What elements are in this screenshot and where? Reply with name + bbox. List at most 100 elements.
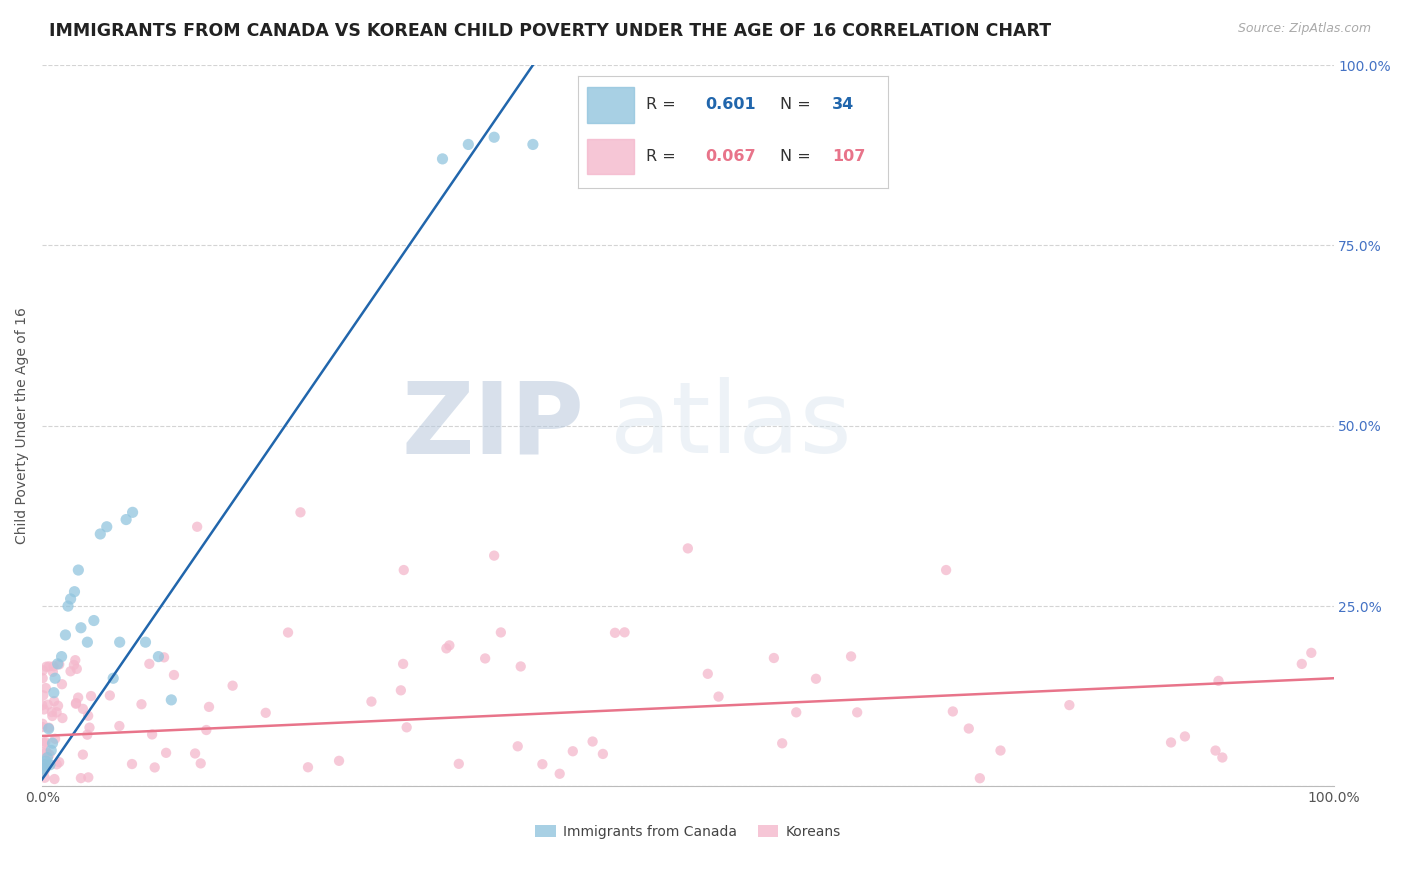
Point <box>34 764 56 778</box>
Point <box>72 747 94 762</box>
Text: ZIP: ZIP <box>402 377 585 475</box>
Point <box>31 764 53 779</box>
Point <box>297 760 319 774</box>
Point <box>56 599 79 613</box>
Point <box>31 745 53 759</box>
Point <box>89 527 111 541</box>
Point <box>34 735 56 749</box>
Point <box>35 754 58 768</box>
Point <box>1205 743 1227 757</box>
Point <box>48 755 70 769</box>
Point <box>98 689 121 703</box>
Point <box>70 621 93 635</box>
Point <box>34 757 56 772</box>
Point <box>770 736 793 750</box>
Point <box>35 756 58 771</box>
Legend: Immigrants from Canada, Koreans: Immigrants from Canada, Koreans <box>530 820 846 845</box>
Point <box>46 657 69 671</box>
Point <box>509 659 531 673</box>
Point <box>44 731 66 746</box>
Point <box>108 719 131 733</box>
Point <box>67 690 90 705</box>
Point <box>434 641 457 656</box>
Point <box>35 745 58 759</box>
Point <box>141 727 163 741</box>
Point <box>31 671 53 685</box>
Point <box>32 702 55 716</box>
Point <box>44 694 66 708</box>
Point <box>41 709 63 723</box>
Point <box>138 657 160 671</box>
Point <box>41 705 63 719</box>
Point <box>1301 646 1323 660</box>
Point <box>221 679 243 693</box>
Point <box>76 635 98 649</box>
Point <box>77 771 100 785</box>
Point <box>395 720 418 734</box>
Point <box>32 688 55 702</box>
Point <box>42 686 65 700</box>
Point <box>389 683 412 698</box>
Point <box>581 734 603 748</box>
Point <box>51 649 73 664</box>
Point <box>290 505 312 519</box>
Point <box>70 771 93 785</box>
Point <box>65 697 87 711</box>
Point <box>447 756 470 771</box>
Point <box>561 744 583 758</box>
Point <box>198 699 221 714</box>
Point <box>1174 730 1197 744</box>
Point <box>392 563 415 577</box>
Point <box>482 549 505 563</box>
Point <box>153 650 176 665</box>
Point <box>45 705 67 719</box>
Point <box>65 696 87 710</box>
Point <box>45 757 67 772</box>
Text: IMMIGRANTS FROM CANADA VS KOREAN CHILD POVERTY UNDER THE AGE OF 16 CORRELATION C: IMMIGRANTS FROM CANADA VS KOREAN CHILD P… <box>49 22 1052 40</box>
Point <box>76 728 98 742</box>
Point <box>163 668 186 682</box>
Point <box>762 651 785 665</box>
Point <box>1211 750 1233 764</box>
Point <box>548 766 571 780</box>
Point <box>1291 657 1313 671</box>
Point <box>360 695 382 709</box>
Point <box>31 759 53 773</box>
Point <box>77 708 100 723</box>
Point <box>32 761 55 775</box>
Point <box>39 757 62 772</box>
Point <box>63 584 86 599</box>
Point <box>38 747 60 762</box>
Point <box>108 635 131 649</box>
Point <box>474 651 496 665</box>
Point <box>489 625 512 640</box>
Point <box>37 698 59 712</box>
Point <box>603 625 626 640</box>
Point <box>46 698 69 713</box>
Point <box>186 520 208 534</box>
Point <box>39 743 62 757</box>
Y-axis label: Child Poverty Under the Age of 16: Child Poverty Under the Age of 16 <box>15 308 30 544</box>
Point <box>935 563 957 577</box>
Point <box>38 659 60 673</box>
Point <box>1160 735 1182 749</box>
Point <box>44 671 66 685</box>
Point <box>942 705 965 719</box>
Point <box>785 706 807 720</box>
Point <box>37 750 59 764</box>
Point <box>131 698 153 712</box>
Point <box>35 659 58 673</box>
Point <box>34 771 56 785</box>
Point <box>190 756 212 771</box>
Point <box>41 736 63 750</box>
Point <box>35 681 58 695</box>
Point <box>96 520 118 534</box>
Point <box>115 512 138 526</box>
Point <box>65 653 87 667</box>
Point <box>846 706 869 720</box>
Point <box>31 720 53 734</box>
Point <box>44 772 66 786</box>
Point <box>66 662 89 676</box>
Point <box>42 665 65 679</box>
Point <box>63 657 86 672</box>
